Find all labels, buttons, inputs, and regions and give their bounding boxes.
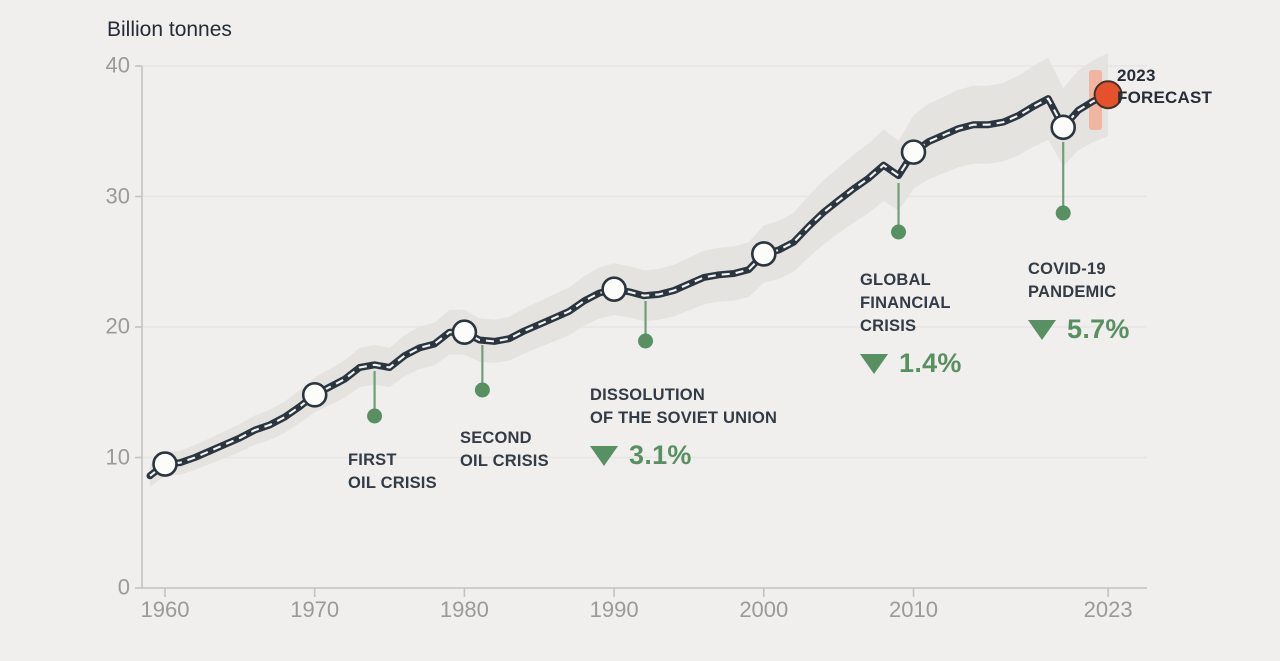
drop-percentage: 5.7% <box>1067 314 1130 345</box>
marker-1970 <box>301 382 328 408</box>
annotation-label: DISSOLUTION OF THE SOVIET UNION <box>590 386 778 428</box>
annotation-covid-19-pandemic: COVID-19 PANDEMIC 5.7% <box>1028 235 1130 372</box>
y-tick-label-20: 20 <box>105 313 130 339</box>
annotation-label: FIRST OIL CRISIS <box>348 451 437 493</box>
triangle-down-icon <box>1028 320 1056 341</box>
drop-percentage-row: 1.4% <box>860 345 962 383</box>
x-tick-label-1970: 1970 <box>290 597 340 622</box>
emissions-line-center-dash <box>149 93 1109 477</box>
annotation-label: GLOBAL FINANCIAL CRISIS <box>860 271 951 336</box>
y-tick-label-0: 0 <box>117 574 130 600</box>
annotation-dot-second-oil-crisis <box>474 382 490 398</box>
y-tick-label-30: 30 <box>105 182 130 208</box>
x-tick-label-2000: 2000 <box>739 597 789 622</box>
marker-2000 <box>750 241 777 267</box>
annotation-2023-forecast: 2023 FORECAST <box>1117 43 1212 109</box>
triangle-down-icon <box>860 354 888 375</box>
x-tick-label-2010: 2010 <box>889 597 938 622</box>
annotation-dot-first-oil-crisis <box>367 408 383 424</box>
forecast-point-2023 <box>1093 80 1123 110</box>
drop-percentage: 3.1% <box>629 440 692 471</box>
annotation-second-oil-crisis: SECOND OIL CRISIS <box>460 404 549 473</box>
forecast-label: 2023 FORECAST <box>1117 66 1213 108</box>
x-tick-label-1990: 1990 <box>589 597 639 622</box>
x-tick-label-2023: 2023 <box>1083 597 1133 622</box>
annotation-label: SECOND OIL CRISIS <box>460 429 549 471</box>
drop-percentage-row: 3.1% <box>590 437 777 475</box>
x-tick-label-1980: 1980 <box>439 597 489 622</box>
annotation-global-financial-crisis: GLOBAL FINANCIAL CRISIS 1.4% <box>860 246 962 406</box>
marker-1990 <box>601 276 627 302</box>
x-tick-label-1960: 1960 <box>140 597 190 622</box>
annotation-dot-dissolution-soviet-union <box>638 333 654 349</box>
annotation-dissolution-soviet-union: DISSOLUTION OF THE SOVIET UNION 3.1% <box>590 361 777 498</box>
marker-1960 <box>152 451 178 477</box>
annotation-dot-covid-19-pandemic <box>1055 205 1071 221</box>
chart-title: Billion tonnes <box>107 18 232 41</box>
marker-1980 <box>451 319 478 346</box>
triangle-down-icon <box>590 446 618 467</box>
marker-2020 <box>1050 114 1076 141</box>
y-tick-label-40: 40 <box>105 52 130 78</box>
annotation-dot-global-financial-crisis <box>891 224 907 240</box>
annotation-first-oil-crisis: FIRST OIL CRISIS <box>348 426 437 495</box>
drop-percentage: 1.4% <box>899 348 962 379</box>
y-tick-label-10: 10 <box>105 443 130 469</box>
marker-2010 <box>900 139 927 165</box>
annotation-label: COVID-19 PANDEMIC <box>1028 260 1117 302</box>
uncertainty-band <box>150 53 1109 487</box>
drop-percentage-row: 5.7% <box>1028 311 1130 349</box>
